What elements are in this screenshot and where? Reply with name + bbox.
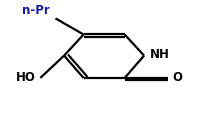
Text: HO: HO <box>16 71 36 84</box>
Text: n-Pr: n-Pr <box>22 4 50 17</box>
Text: O: O <box>172 71 182 84</box>
Text: NH: NH <box>150 48 169 61</box>
